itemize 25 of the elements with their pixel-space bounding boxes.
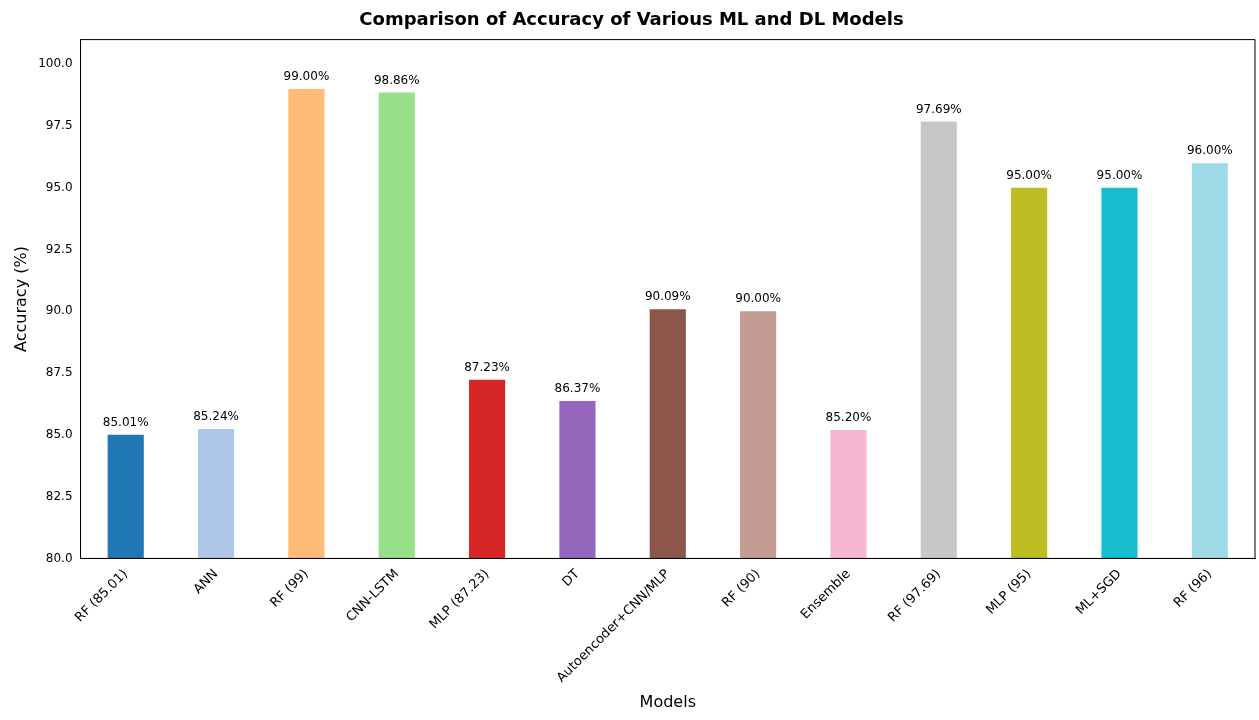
data-label: 95.00% (1006, 167, 1053, 182)
data-label: 86.37% (554, 381, 601, 396)
y-tick-label: 100.0 (38, 56, 73, 71)
y-tick-label: 92.5 (45, 241, 73, 256)
y-tick-label: 90.0 (45, 303, 73, 318)
y-tick-label: 95.0 (45, 179, 73, 194)
data-label: 87.23% (464, 359, 510, 374)
x-axis-title: Models (639, 691, 696, 711)
y-tick-label: 97.5 (45, 118, 73, 133)
y-tick-label: 80.0 (45, 550, 73, 565)
data-label: 98.86% (373, 72, 420, 87)
data-label: 90.00% (735, 291, 781, 306)
chart-title: Comparison of Accuracy of Various ML and DL Models (359, 8, 904, 30)
data-label: 95.00% (1096, 167, 1143, 182)
data-label: 85.24% (193, 409, 239, 424)
data-label: 85.20% (825, 410, 872, 425)
y-tick-label: 85.0 (45, 427, 73, 442)
y-axis-title: Accuracy (%) (10, 246, 30, 352)
data-label: 96.00% (1186, 143, 1233, 158)
data-label: 85.01% (102, 414, 149, 429)
data-label: 90.09% (644, 289, 691, 304)
data-label: 99.00% (283, 69, 330, 84)
data-label: 97.69% (915, 101, 962, 116)
y-tick-label: 87.5 (45, 365, 73, 380)
y-tick-label: 82.5 (45, 488, 73, 503)
